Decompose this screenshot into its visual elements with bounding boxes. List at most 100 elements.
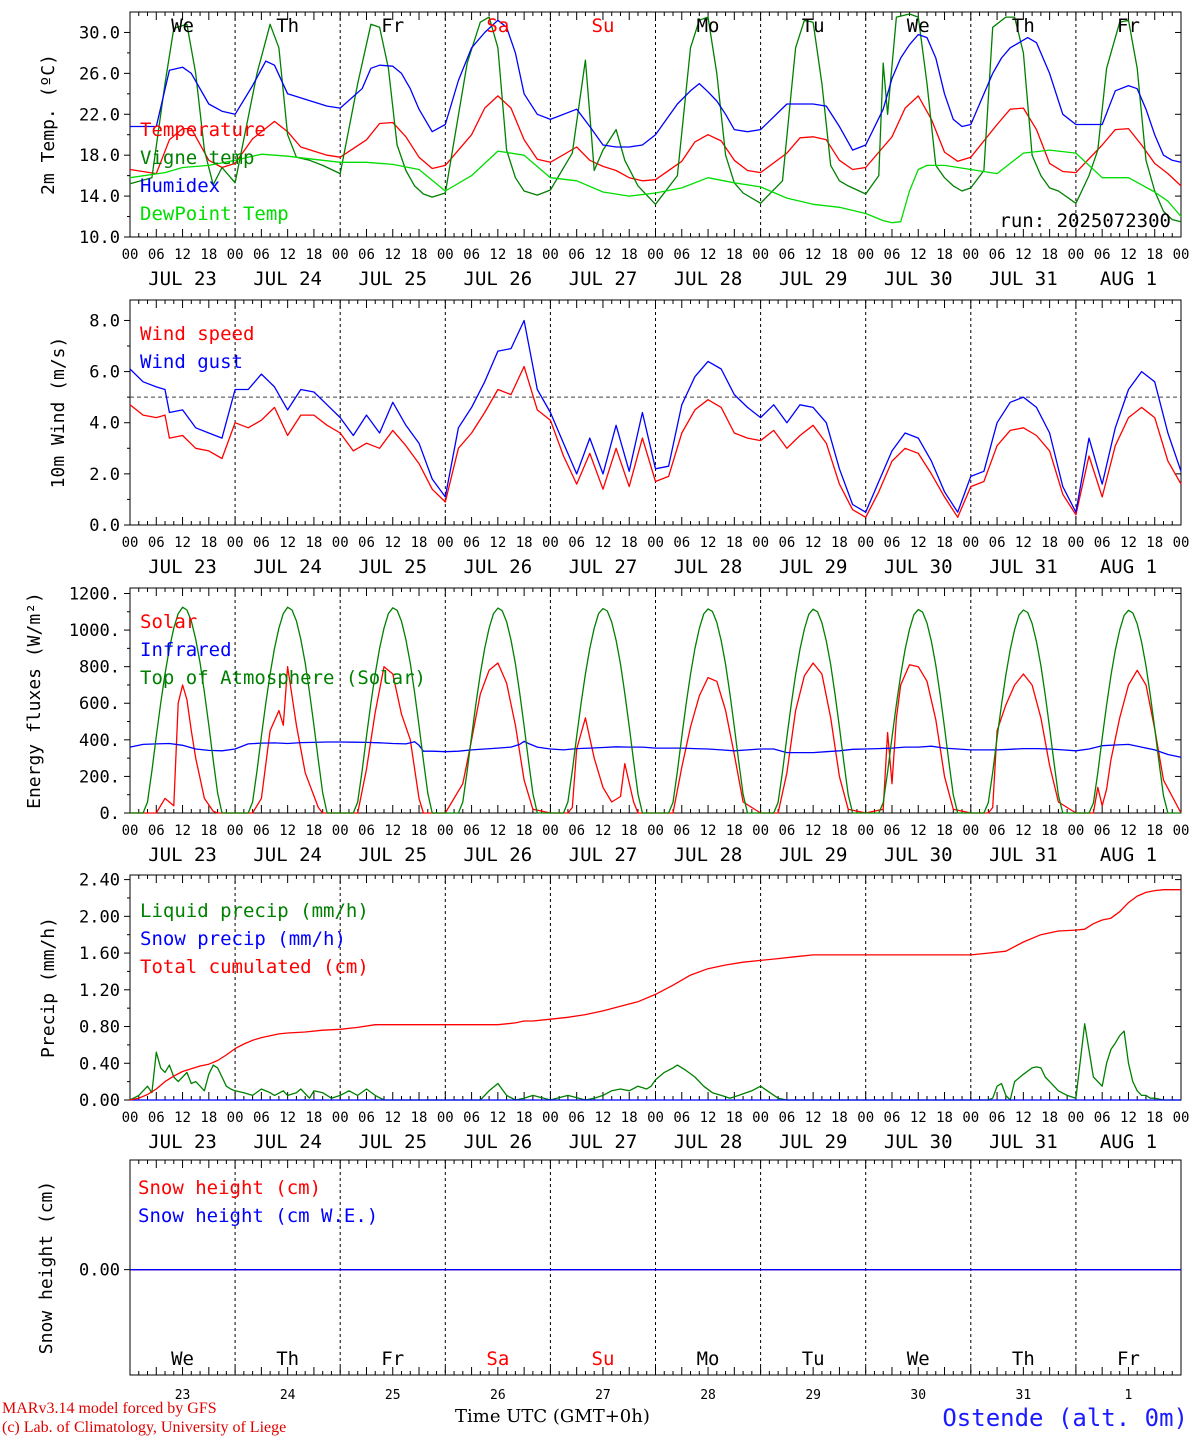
x-hour-label: 00 — [122, 535, 139, 551]
day-number: 25 — [385, 1388, 401, 1403]
x-hour-label: 06 — [148, 247, 165, 263]
x-hour-label: 12 — [489, 535, 506, 551]
x-hour-label: 18 — [305, 1110, 322, 1126]
x-date-label: JUL 23 — [148, 1131, 217, 1153]
x-hour-label: 18 — [200, 247, 217, 263]
x-hour-label: 18 — [1146, 1110, 1163, 1126]
x-date-label: JUL 25 — [358, 556, 427, 578]
x-hour-label: 00 — [857, 247, 874, 263]
x-hour-label: 18 — [200, 535, 217, 551]
y-tick-label: 600. — [79, 694, 120, 714]
x-hour-label: 06 — [148, 535, 165, 551]
x-hour-label: 12 — [910, 823, 927, 839]
x-hour-label: 00 — [752, 823, 769, 839]
x-hour-label: 06 — [884, 247, 901, 263]
x-hour-label: 06 — [989, 823, 1006, 839]
y-tick-label: 0.80 — [79, 1018, 120, 1038]
y-tick-label: 6.0 — [89, 363, 120, 383]
y-tick-label: 0.00 — [79, 1091, 120, 1111]
series-line — [129, 95, 1182, 187]
day-letter: Sa — [486, 15, 509, 37]
x-hour-label: 00 — [1173, 535, 1190, 551]
x-hour-label: 00 — [227, 247, 244, 263]
x-hour-label: 00 — [437, 823, 454, 839]
x-axis-title: Time UTC (GMT+0h) — [455, 1406, 650, 1427]
x-date-label: JUL 24 — [253, 844, 322, 866]
x-hour-label: 18 — [1146, 535, 1163, 551]
x-hour-label: 06 — [778, 535, 795, 551]
day-number: 27 — [595, 1388, 611, 1403]
x-hour-label: 18 — [1146, 247, 1163, 263]
day-number: 31 — [1016, 1388, 1032, 1403]
day-number: 24 — [280, 1388, 296, 1403]
x-hour-label: 06 — [568, 247, 585, 263]
panel-1: 10.0 14.0 18.0 22.0 26.0 30.0 2m Temp. (ºC) Tem… — [38, 11, 1189, 290]
x-hour-label: 12 — [1120, 1110, 1137, 1126]
x-hour-label: 18 — [936, 535, 953, 551]
x-hour-label: 06 — [463, 823, 480, 839]
x-hour-label: 06 — [253, 823, 270, 839]
legend-entry: Solar — [140, 611, 197, 633]
y-tick-label: 1.20 — [79, 981, 120, 1001]
x-date-label: JUL 30 — [884, 1131, 953, 1153]
x-hour-label: 12 — [595, 247, 612, 263]
x-hour-label: 06 — [463, 1110, 480, 1126]
x-date-label: JUL 24 — [253, 268, 322, 290]
x-hour-label: 06 — [463, 247, 480, 263]
x-date-label: JUL 24 — [253, 1131, 322, 1153]
day-letter: Su — [592, 15, 615, 37]
x-date-label: JUL 31 — [989, 1131, 1058, 1153]
y-tick-label: 4.0 — [89, 414, 120, 434]
series-line — [129, 365, 1182, 518]
x-date-label: JUL 30 — [884, 268, 953, 290]
x-hour-label: 18 — [726, 823, 743, 839]
x-hour-label: 06 — [673, 247, 690, 263]
y-tick-label: 30.0 — [79, 23, 120, 43]
y-axis-label: Energy fluxes (W/m²) — [24, 592, 45, 809]
x-hour-label: 06 — [568, 1110, 585, 1126]
series-line — [129, 13, 1182, 223]
series-line — [130, 606, 1181, 814]
y-tick-label: 400. — [79, 731, 120, 751]
x-hour-label: 00 — [122, 1110, 139, 1126]
legend-entry: Snow height (cm) — [138, 1177, 321, 1199]
x-date-label: JUL 26 — [464, 844, 533, 866]
y-tick-label: 18.0 — [79, 146, 120, 166]
y-tick-label: 200. — [79, 767, 120, 787]
x-hour-label: 18 — [936, 247, 953, 263]
x-hour-label: 18 — [621, 247, 638, 263]
x-hour-label: 12 — [910, 535, 927, 551]
x-date-label: JUL 29 — [779, 556, 848, 578]
x-date-label: JUL 24 — [253, 556, 322, 578]
x-date-label: JUL 28 — [674, 556, 743, 578]
y-tick-label: 0.40 — [79, 1054, 120, 1074]
x-hour-label: 06 — [148, 1110, 165, 1126]
x-hour-label: 12 — [384, 1110, 401, 1126]
x-hour-label: 18 — [621, 823, 638, 839]
x-hour-label: 18 — [726, 535, 743, 551]
x-date-label: JUL 27 — [569, 268, 638, 290]
x-hour-label: 00 — [437, 535, 454, 551]
x-hour-label: 12 — [595, 823, 612, 839]
x-hour-label: 18 — [516, 247, 533, 263]
x-hour-label: 00 — [647, 535, 664, 551]
x-hour-label: 00 — [542, 247, 559, 263]
x-hour-label: 12 — [805, 823, 822, 839]
x-date-label: JUL 26 — [464, 1131, 533, 1153]
day-letter: We — [907, 1348, 930, 1370]
x-hour-label: 00 — [227, 1110, 244, 1126]
x-hour-label: 12 — [700, 823, 717, 839]
day-letter: We — [171, 1348, 194, 1370]
x-date-label: JUL 25 — [358, 844, 427, 866]
legend-entry: Humidex — [140, 175, 220, 197]
day-number: 1 — [1125, 1388, 1133, 1403]
y-axis-label: 2m Temp. (ºC) — [38, 54, 59, 195]
x-hour-label: 12 — [384, 535, 401, 551]
x-hour-label: 00 — [437, 1110, 454, 1126]
day-letter: Fr — [381, 1348, 404, 1370]
y-tick-label: 2.0 — [89, 465, 120, 485]
x-hour-label: 12 — [700, 1110, 717, 1126]
x-hour-label: 00 — [542, 1110, 559, 1126]
x-hour-label: 18 — [1041, 1110, 1058, 1126]
x-hour-label: 18 — [305, 823, 322, 839]
